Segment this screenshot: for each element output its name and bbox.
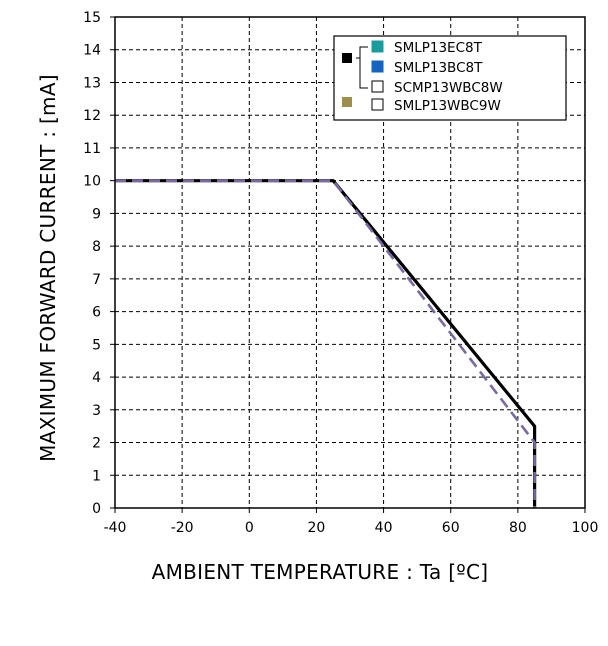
legend-group-marker-1 <box>342 53 352 63</box>
legend-bracket <box>359 58 368 89</box>
y-tick-label: 5 <box>92 337 101 353</box>
y-tick-label: 9 <box>92 206 101 222</box>
y-tick-label: 11 <box>83 141 101 157</box>
legend-label: SCMP13WBC8W <box>394 80 503 96</box>
legend-label: SMLP13EC8T <box>394 40 483 56</box>
x-tick-label: 20 <box>308 520 326 536</box>
x-tick-label: 100 <box>572 520 599 536</box>
legend-label: SMLP13WBC9W <box>394 98 501 114</box>
y-tick-label: 2 <box>92 436 101 452</box>
y-tick-label: 1 <box>92 468 101 484</box>
y-tick-label: 8 <box>92 239 101 255</box>
y-tick-label: 13 <box>83 75 101 91</box>
x-tick-label: -40 <box>104 520 127 536</box>
x-tick-label: 40 <box>375 520 393 536</box>
legend-marker <box>371 80 384 93</box>
legend-label: SMLP13BC8T <box>394 60 483 76</box>
y-tick-label: 4 <box>92 370 101 386</box>
y-tick-label: 10 <box>83 174 101 190</box>
y-tick-label: 0 <box>92 501 101 517</box>
plot-frame <box>114 16 586 509</box>
x-tick-label: -20 <box>171 520 194 536</box>
legend-group-marker-2 <box>342 97 352 107</box>
legend-marker <box>371 98 384 111</box>
series-line-2 <box>115 179 536 508</box>
x-axis-label: AMBIENT TEMPERATURE : Ta [ºC] <box>151 560 489 584</box>
x-tick-label: 0 <box>245 520 254 536</box>
y-tick-label: 14 <box>83 43 101 59</box>
y-tick-label: 3 <box>92 403 101 419</box>
y-tick-label: 6 <box>92 305 101 321</box>
series-line-1 <box>115 179 537 508</box>
x-tick-label: 80 <box>509 520 527 536</box>
legend-marker <box>371 40 384 53</box>
y-tick-label: 7 <box>92 272 101 288</box>
y-axis-label: MAXIMUM FORWARD CURRENT : [mA] <box>36 74 60 462</box>
x-tick-label: 60 <box>442 520 460 536</box>
y-tick-label: 15 <box>83 10 101 26</box>
legend-marker <box>371 60 384 73</box>
y-tick-label: 12 <box>83 108 101 124</box>
legend-bracket <box>356 46 368 59</box>
